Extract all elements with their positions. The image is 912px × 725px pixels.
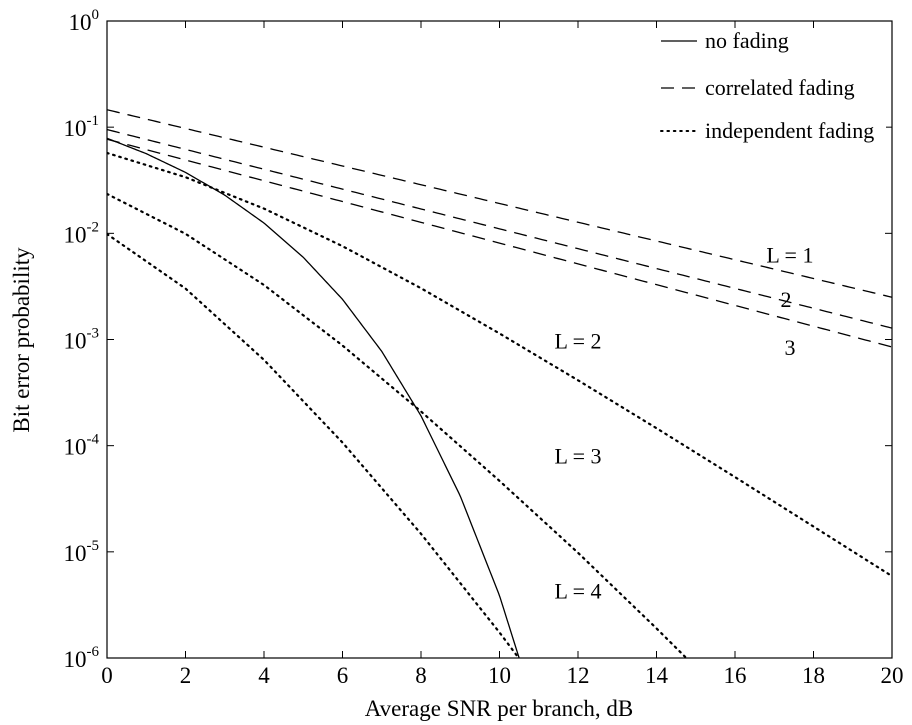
y-axis-title: Bit error probability <box>9 247 34 433</box>
y-tick-label: 10-1 <box>64 113 100 141</box>
curve-annotation: L = 1 <box>766 243 813 268</box>
curve-annotation: L = 3 <box>554 443 601 468</box>
curve-annotation: L = 4 <box>554 579 601 604</box>
series-line-dotted-5 <box>107 192 795 658</box>
legend-label-independent-fading: independent fading <box>705 118 874 143</box>
y-tick-label: 100 <box>69 7 100 35</box>
legend: no fading correlated fading independent … <box>652 28 886 143</box>
series-line-solid-0 <box>107 137 520 658</box>
x-tick-label: 2 <box>180 663 192 688</box>
x-axis-title: Average SNR per branch, dB <box>365 696 633 721</box>
x-tick-label: 0 <box>101 663 113 688</box>
x-tick-label: 8 <box>415 663 427 688</box>
y-tick-label: 10-4 <box>64 432 100 460</box>
series-line-dashed-2 <box>107 128 892 329</box>
y-tick-label: 10-3 <box>64 326 100 354</box>
x-tick-label: 10 <box>488 663 511 688</box>
x-tick-label: 14 <box>645 663 669 688</box>
curve-annotation: 2 <box>781 287 792 312</box>
x-tick-label: 12 <box>567 663 590 688</box>
legend-label-correlated-fading: correlated fading <box>705 75 855 100</box>
curve-annotation: L = 2 <box>554 328 601 353</box>
x-tick-label: 6 <box>337 663 349 688</box>
y-tick-label: 10-2 <box>64 219 100 247</box>
x-tick-label: 20 <box>881 663 904 688</box>
legend-label-no-fading: no fading <box>705 28 789 53</box>
series-line-dashed-1 <box>107 109 892 298</box>
x-tick-label: 18 <box>802 663 825 688</box>
series-line-dashed-3 <box>107 138 892 348</box>
curve-annotation: 3 <box>784 335 795 360</box>
x-tick-label: 4 <box>258 663 270 688</box>
x-tick-label: 16 <box>724 663 747 688</box>
y-tick-label: 10-5 <box>64 538 100 566</box>
y-tick-label: 10-6 <box>64 644 100 672</box>
series-line-dotted-4 <box>107 151 892 578</box>
series-line-dotted-6 <box>107 232 603 658</box>
legend-box <box>652 32 886 142</box>
